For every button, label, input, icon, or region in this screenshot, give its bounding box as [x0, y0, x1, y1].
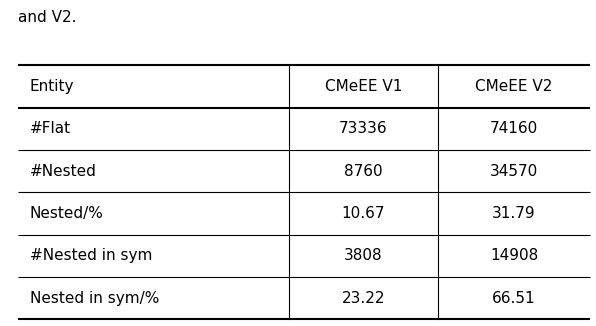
- Text: 10.67: 10.67: [342, 206, 385, 221]
- Text: Entity: Entity: [30, 79, 74, 94]
- Text: Nested/%: Nested/%: [30, 206, 104, 221]
- Text: #Flat: #Flat: [30, 121, 71, 136]
- Text: #Nested in sym: #Nested in sym: [30, 248, 152, 263]
- Text: #Nested: #Nested: [30, 164, 97, 179]
- Text: 66.51: 66.51: [492, 291, 536, 306]
- Text: 31.79: 31.79: [492, 206, 536, 221]
- Text: CMeEE V1: CMeEE V1: [325, 79, 402, 94]
- Text: Nested in sym/%: Nested in sym/%: [30, 291, 159, 306]
- Text: 8760: 8760: [344, 164, 383, 179]
- Text: and V2.: and V2.: [18, 10, 76, 25]
- Text: 3808: 3808: [344, 248, 383, 263]
- Text: 23.22: 23.22: [342, 291, 385, 306]
- Text: 74160: 74160: [490, 121, 538, 136]
- Text: 73336: 73336: [339, 121, 388, 136]
- Text: 14908: 14908: [490, 248, 538, 263]
- Text: 34570: 34570: [490, 164, 538, 179]
- Text: CMeEE V2: CMeEE V2: [476, 79, 552, 94]
